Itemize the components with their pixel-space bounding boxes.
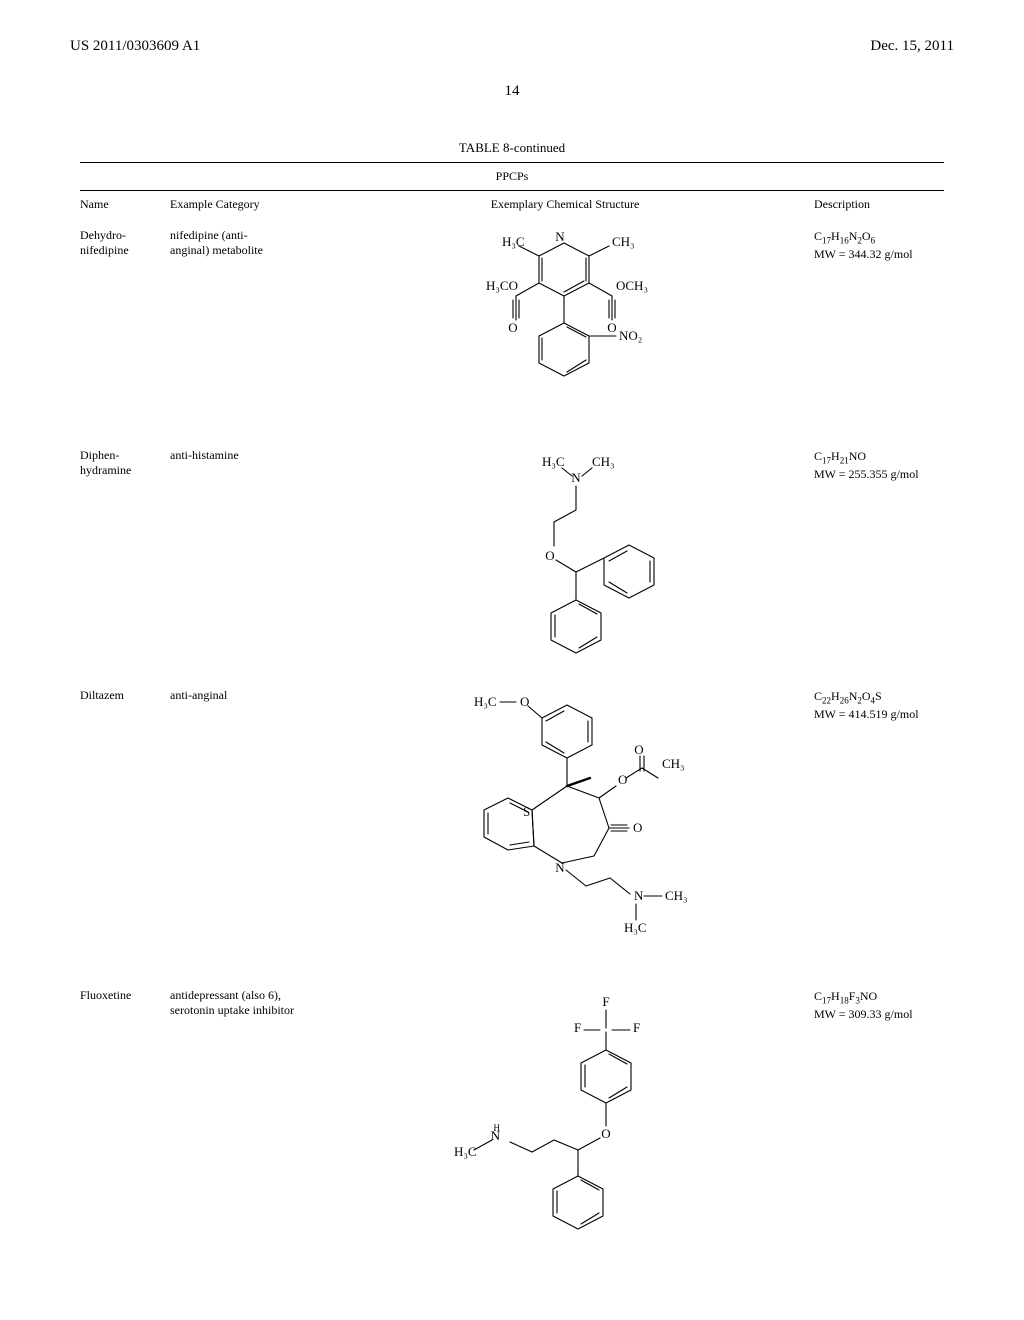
description-cell: C17H18F3NO MW = 309.33 g/mol (814, 978, 944, 1278)
col-category: Example Category (170, 191, 320, 218)
category-cell: anti-anginal (170, 678, 320, 978)
svg-text:O: O (545, 548, 554, 563)
name-cell: Dehydro- nifedipine (80, 218, 170, 438)
table-row: Diltazem anti-anginal H₃C O (80, 678, 944, 978)
ppcp-table: Name Example Category Exemplary Chemical… (80, 191, 944, 1278)
molecular-formula: C17H16N2O6 (814, 228, 938, 247)
svg-text:N: N (634, 888, 644, 903)
svg-text:O: O (520, 694, 529, 709)
dehydronifedipine-structure: N H₃C CH₃ H₃CO O (414, 228, 714, 428)
diltiazem-structure: H₃C O S N (404, 688, 724, 968)
svg-text:O: O (601, 1126, 610, 1141)
svg-text:CH₃: CH₃ (662, 756, 685, 771)
svg-text:O: O (634, 742, 643, 757)
name-cell: Diltazem (80, 678, 170, 978)
molecular-weight: MW = 309.33 g/mol (814, 1007, 938, 1022)
svg-text:N: N (571, 470, 581, 485)
svg-text:H₃C: H₃C (542, 454, 565, 469)
svg-text:CH₃: CH₃ (612, 234, 635, 249)
svg-text:O: O (633, 820, 642, 835)
diphenhydramine-structure: H₃C CH₃ N O (434, 448, 694, 668)
name-cell: Diphen- hydramine (80, 438, 170, 678)
svg-text:F: F (633, 1020, 640, 1035)
description-cell: C17H16N2O6 MW = 344.32 g/mol (814, 218, 944, 438)
svg-text:H: H (494, 1123, 501, 1133)
name-cell: Fluoxetine (80, 978, 170, 1278)
structure-cell: H₃C CH₃ N O (320, 438, 814, 678)
table-row: Dehydro- nifedipine nifedipine (anti- an… (80, 218, 944, 438)
svg-text:H₃C: H₃C (474, 694, 497, 709)
table-container: PPCPs Name Example Category Exemplary Ch… (80, 162, 944, 1278)
svg-text:CH₃: CH₃ (592, 454, 615, 469)
molecular-weight: MW = 255.355 g/mol (814, 467, 938, 482)
col-name: Name (80, 191, 170, 218)
molecular-weight: MW = 414.519 g/mol (814, 707, 938, 722)
col-description: Description (814, 191, 944, 218)
svg-text:N: N (555, 860, 565, 875)
table-caption: TABLE 8-continued (0, 140, 1024, 156)
description-cell: C22H26N2O4S MW = 414.519 g/mol (814, 678, 944, 978)
molecular-formula: C17H21NO (814, 448, 938, 467)
svg-text:H₃C: H₃C (502, 234, 525, 249)
category-cell: anti-histamine (170, 438, 320, 678)
page-header: US 2011/0303609 A1 Dec. 15, 2011 (0, 0, 1024, 63)
molecular-formula: C22H26N2O4S (814, 688, 938, 707)
structure-cell: F F F O (320, 978, 814, 1278)
description-cell: C17H21NO MW = 255.355 g/mol (814, 438, 944, 678)
page-number: 14 (0, 83, 1024, 100)
svg-text:CH₃: CH₃ (665, 888, 688, 903)
table-subtitle: PPCPs (80, 163, 944, 190)
table-row: Fluoxetine antidepressant (also 6), sero… (80, 978, 944, 1278)
publication-number: US 2011/0303609 A1 (70, 38, 200, 55)
svg-text:F: F (574, 1020, 581, 1035)
table-header-row: Name Example Category Exemplary Chemical… (80, 191, 944, 218)
svg-text:O: O (618, 772, 627, 787)
category-cell: nifedipine (anti- anginal) metabolite (170, 218, 320, 438)
svg-text:N: N (555, 229, 565, 244)
svg-text:H₃CO: H₃CO (486, 278, 518, 293)
svg-text:F: F (602, 994, 609, 1009)
structure-cell: N H₃C CH₃ H₃CO O (320, 218, 814, 438)
fluoxetine-structure: F F F O (414, 988, 714, 1268)
svg-text:NO₂: NO₂ (619, 328, 642, 343)
svg-text:OCH₃: OCH₃ (616, 278, 648, 293)
table-row: Diphen- hydramine anti-histamine H₃C CH₃… (80, 438, 944, 678)
svg-text:O: O (508, 320, 517, 335)
svg-text:O: O (607, 320, 616, 335)
col-structure: Exemplary Chemical Structure (320, 191, 814, 218)
svg-text:H₃C: H₃C (454, 1144, 477, 1159)
structure-cell: H₃C O S N (320, 678, 814, 978)
publication-date: Dec. 15, 2011 (870, 38, 954, 55)
molecular-weight: MW = 344.32 g/mol (814, 247, 938, 262)
category-cell: antidepressant (also 6), serotonin uptak… (170, 978, 320, 1278)
molecular-formula: C17H18F3NO (814, 988, 938, 1007)
svg-text:H₃C: H₃C (624, 920, 647, 935)
